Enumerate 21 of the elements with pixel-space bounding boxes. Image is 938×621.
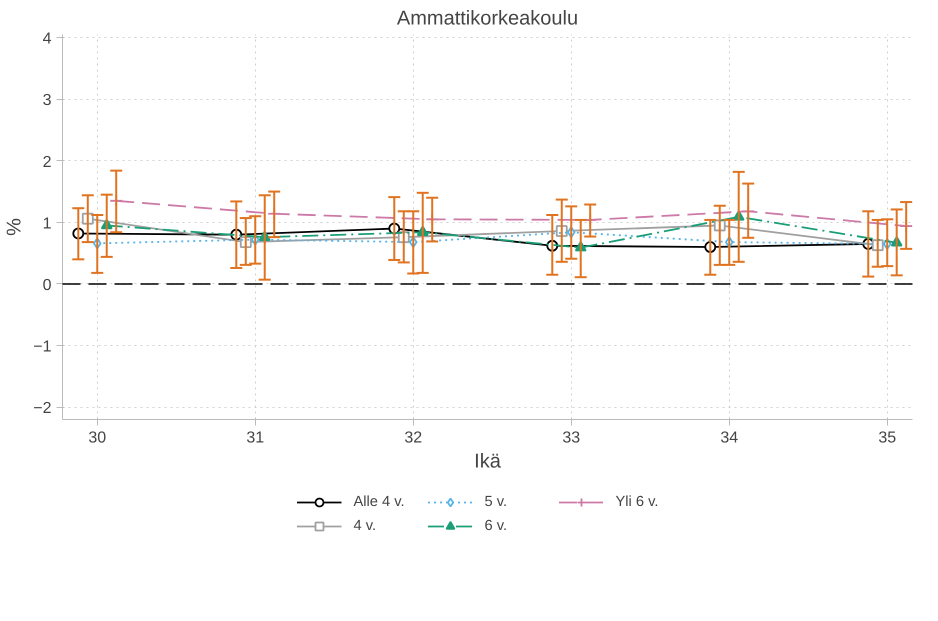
x-tick-label: 32 [404,430,422,446]
y-tick-label: −2 [33,400,52,418]
y-tick-label: −1 [33,338,52,356]
y-tick-label: 4 [42,30,52,48]
x-axis-title: Ikä [474,450,502,472]
y-tick-label: 0 [42,276,52,294]
x-tick-label: 34 [720,430,738,446]
x-tick-label: 31 [246,430,264,446]
legend-label: Alle 4 v. [354,494,406,510]
x-tick-label: 35 [878,430,896,446]
x-tick-label: 33 [562,430,580,446]
y-tick-label: 3 [42,92,52,110]
y-axis-title: % [3,218,26,236]
y-tick-label: 2 [42,154,52,171]
y-tick-label: 1 [42,215,52,232]
legend-label: 6 v. [484,518,508,534]
legend-label: 4 v. [354,518,378,534]
chart-title: Ammattikorkeakoulu [396,8,578,30]
x-tick-label: 30 [88,430,106,446]
legend-label: 5 v. [484,494,508,510]
legend-label: Yli 6 v. [616,494,660,510]
